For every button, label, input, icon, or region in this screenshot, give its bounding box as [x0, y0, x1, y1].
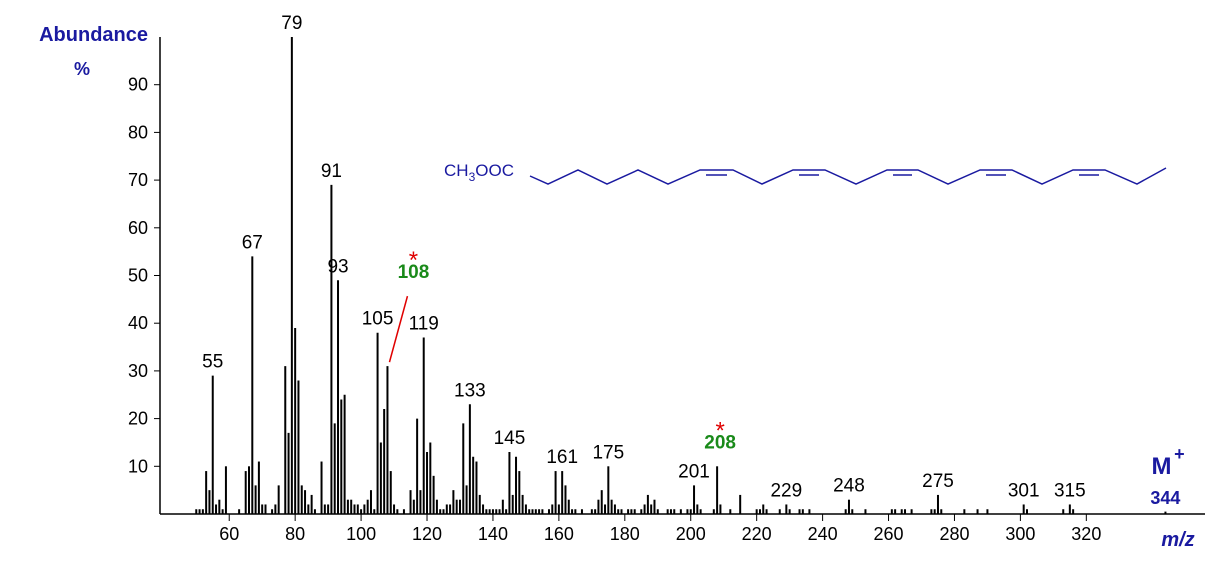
- x-tick-label: 60: [219, 524, 239, 544]
- x-tick-label: 200: [676, 524, 706, 544]
- peak-label: 119: [409, 314, 439, 335]
- peak-label: 275: [922, 471, 954, 492]
- y-tick-label: 40: [128, 313, 148, 333]
- x-tick-label: 80: [285, 524, 305, 544]
- y-tick-label: 80: [128, 122, 148, 142]
- y-tick-label: 60: [128, 218, 148, 238]
- peak-label: 105: [362, 309, 394, 330]
- x-tick-label: 320: [1071, 524, 1101, 544]
- x-tick-label: 240: [808, 524, 838, 544]
- leader-line: [388, 295, 409, 363]
- y-axis-label: Abundance: [39, 24, 148, 46]
- peak-label: 201: [678, 461, 710, 482]
- y-tick-label: 70: [128, 170, 148, 190]
- peak-label: 315: [1054, 480, 1086, 501]
- x-tick-label: 140: [478, 524, 508, 544]
- y-tick-label: 20: [128, 409, 148, 429]
- peak-label: 55: [202, 352, 223, 373]
- molecular-ion-charge: +: [1174, 444, 1185, 464]
- structure: CH3OOC: [444, 161, 1167, 185]
- y-tick-label: 30: [128, 361, 148, 381]
- highlight-marker: *: [715, 417, 724, 444]
- x-tick-label: 300: [1005, 524, 1035, 544]
- peak-label: 145: [494, 428, 526, 449]
- peak-label: 91: [321, 161, 342, 182]
- chain: [529, 167, 1167, 185]
- y-tick-label: 50: [128, 266, 148, 286]
- peak-label: 301: [1008, 480, 1040, 501]
- peak-label: 133: [454, 380, 486, 401]
- highlight-label: 108: [398, 262, 430, 283]
- x-tick-label: 120: [412, 524, 442, 544]
- peak-label: 79: [281, 13, 302, 34]
- structure-text: CH3OOC: [444, 161, 514, 184]
- peak-label: 93: [327, 256, 348, 277]
- peak-label: 175: [592, 442, 624, 463]
- peak-label: 161: [546, 447, 578, 468]
- structure-text-part: CH: [444, 161, 469, 180]
- x-tick-label: 260: [874, 524, 904, 544]
- structure-text-part: OOC: [475, 161, 514, 180]
- peak-label: 248: [833, 476, 865, 497]
- x-tick-label: 220: [742, 524, 772, 544]
- highlight-label: 208: [704, 432, 736, 453]
- molecular-ion-label: M: [1151, 453, 1171, 480]
- peak-label: 229: [770, 480, 802, 501]
- molecular-ion-mz: 344: [1150, 488, 1180, 508]
- y-axis-unit: %: [74, 59, 90, 79]
- x-tick-label: 280: [939, 524, 969, 544]
- x-tick-label: 180: [610, 524, 640, 544]
- y-tick-label: 10: [128, 456, 148, 476]
- x-tick-label: 100: [346, 524, 376, 544]
- x-axis-label: m/z: [1161, 529, 1194, 551]
- x-tick-label: 160: [544, 524, 574, 544]
- peak-label: 67: [242, 232, 263, 253]
- structure-text-part: 3: [469, 170, 476, 184]
- highlight-marker: *: [409, 247, 418, 274]
- y-tick-label: 90: [128, 75, 148, 95]
